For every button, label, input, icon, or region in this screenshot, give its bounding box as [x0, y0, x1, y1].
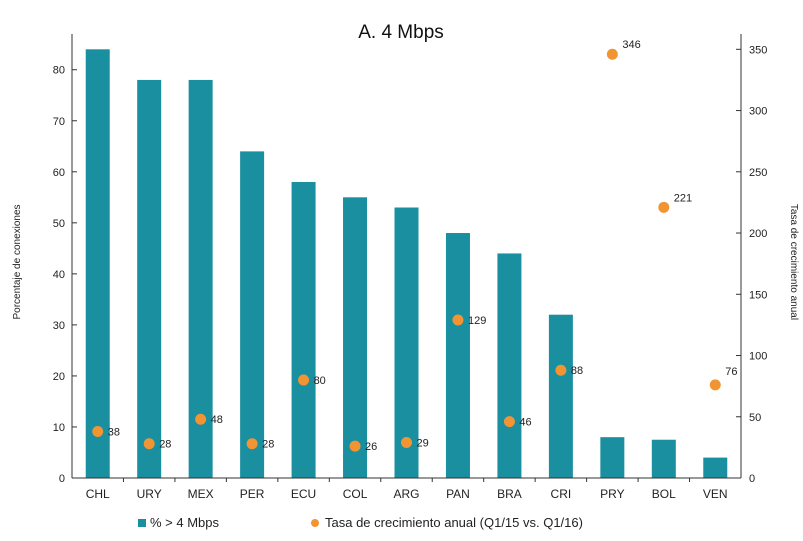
growth-point-col — [349, 440, 361, 452]
y-tick-label: 10 — [53, 422, 65, 434]
x-tick-label-bol: BOL — [652, 487, 676, 501]
growth-label-bol: 221 — [674, 192, 692, 204]
bar-ecu — [291, 182, 316, 478]
legend-label-bars: % > 4 Mbps — [150, 515, 220, 530]
y-tick-label: 60 — [53, 167, 65, 179]
growth-point-ven — [709, 379, 721, 391]
growth-label-col: 26 — [365, 441, 377, 453]
x-tick-label-arg: ARG — [393, 487, 419, 501]
y2-tick-label: 350 — [749, 44, 767, 56]
chart: A. 4 Mbps 0 10 20 30 40 50 60 70 80 0 50 100 150 200 2… — [12, 22, 799, 501]
growth-label-pry: 346 — [622, 39, 640, 51]
growth-label-arg: 29 — [417, 437, 429, 449]
bar-mex — [188, 79, 213, 479]
y-tick-label: 70 — [53, 116, 65, 128]
x-tick-label-bra: BRA — [497, 487, 522, 501]
growth-label-ecu: 80 — [314, 375, 326, 387]
x-tick-label-per: PER — [240, 487, 265, 501]
x-tick-label-col: COL — [343, 487, 368, 501]
growth-point-pan — [452, 314, 464, 326]
legend-swatch-bars — [138, 518, 146, 527]
growth-point-bra — [503, 416, 515, 428]
growth-point-per — [246, 438, 258, 450]
legend-swatch-growth — [311, 518, 319, 527]
legend-item-growth: Tasa de crecimiento anual (Q1/15 vs. Q1/… — [311, 515, 583, 530]
bar-bra — [497, 253, 522, 478]
growth-point-ecu — [298, 374, 310, 386]
y2-tick-label: 250 — [749, 167, 767, 179]
chart-title: A. 4 Mbps — [358, 22, 444, 43]
bar-pan — [445, 233, 470, 478]
growth-label-cri: 88 — [571, 365, 583, 377]
growth-point-arg — [401, 436, 412, 448]
y-tick-label: 0 — [59, 473, 65, 485]
x-tick-label-chl: CHL — [86, 487, 110, 501]
growth-point-ury — [143, 438, 155, 450]
growth-point-cri — [555, 364, 567, 376]
growth-point-mex — [195, 413, 207, 425]
bar-ven — [703, 457, 728, 478]
x-tick-label-pry: PRY — [600, 487, 624, 501]
y-axis-label: Porcentaje de conexiones — [12, 204, 23, 319]
growth-label-chl: 38 — [108, 426, 120, 438]
growth-point-chl — [92, 425, 104, 437]
x-tick-label-ven: VEN — [703, 487, 728, 501]
growth-label-per: 28 — [262, 439, 274, 451]
growth-label-pan: 129 — [468, 315, 486, 327]
y-tick-label: 50 — [53, 218, 65, 230]
bar-arg — [394, 207, 419, 478]
growth-label-ury: 28 — [159, 439, 171, 451]
legend: % > 4 Mbps Tasa de crecimiento anual (Q1… — [0, 512, 803, 536]
y2-tick-label: 200 — [749, 228, 767, 240]
growth-label-bra: 46 — [519, 417, 531, 429]
x-tick-label-pan: PAN — [446, 487, 470, 501]
y2-tick-label: 0 — [749, 473, 755, 485]
y2-tick-label: 150 — [749, 289, 767, 301]
bar-col — [343, 197, 368, 478]
bar-cri — [548, 314, 573, 478]
x-tick-label-mex: MEX — [188, 487, 214, 501]
legend-item-bars: % > 4 Mbps — [138, 515, 219, 530]
y-tick-label: 20 — [53, 371, 65, 383]
bar-chl — [85, 49, 110, 479]
bar-per — [240, 151, 265, 478]
x-tick-label-ury: URY — [137, 487, 162, 501]
y2-tick-label: 50 — [749, 412, 761, 424]
x-tick-label-cri: CRI — [551, 487, 572, 501]
y2-tick-label: 300 — [749, 106, 767, 118]
growth-point-pry — [606, 48, 618, 60]
x-tick-label-ecu: ECU — [291, 487, 316, 501]
growth-label-mex: 48 — [211, 414, 223, 426]
y2-tick-label: 100 — [749, 351, 767, 363]
growth-label-ven: 76 — [725, 366, 737, 378]
bar-bol — [651, 439, 676, 478]
bar-pry — [600, 437, 625, 478]
y2-axis-label: Tasa de crecimiento anual — [788, 204, 799, 320]
bar-ury — [137, 79, 162, 479]
y-tick-label: 80 — [53, 65, 65, 77]
legend-label-growth: Tasa de crecimiento anual (Q1/15 vs. Q1/… — [325, 515, 583, 530]
y-tick-label: 30 — [53, 320, 65, 332]
growth-point-bol — [658, 201, 670, 213]
y-tick-label: 40 — [53, 269, 65, 281]
